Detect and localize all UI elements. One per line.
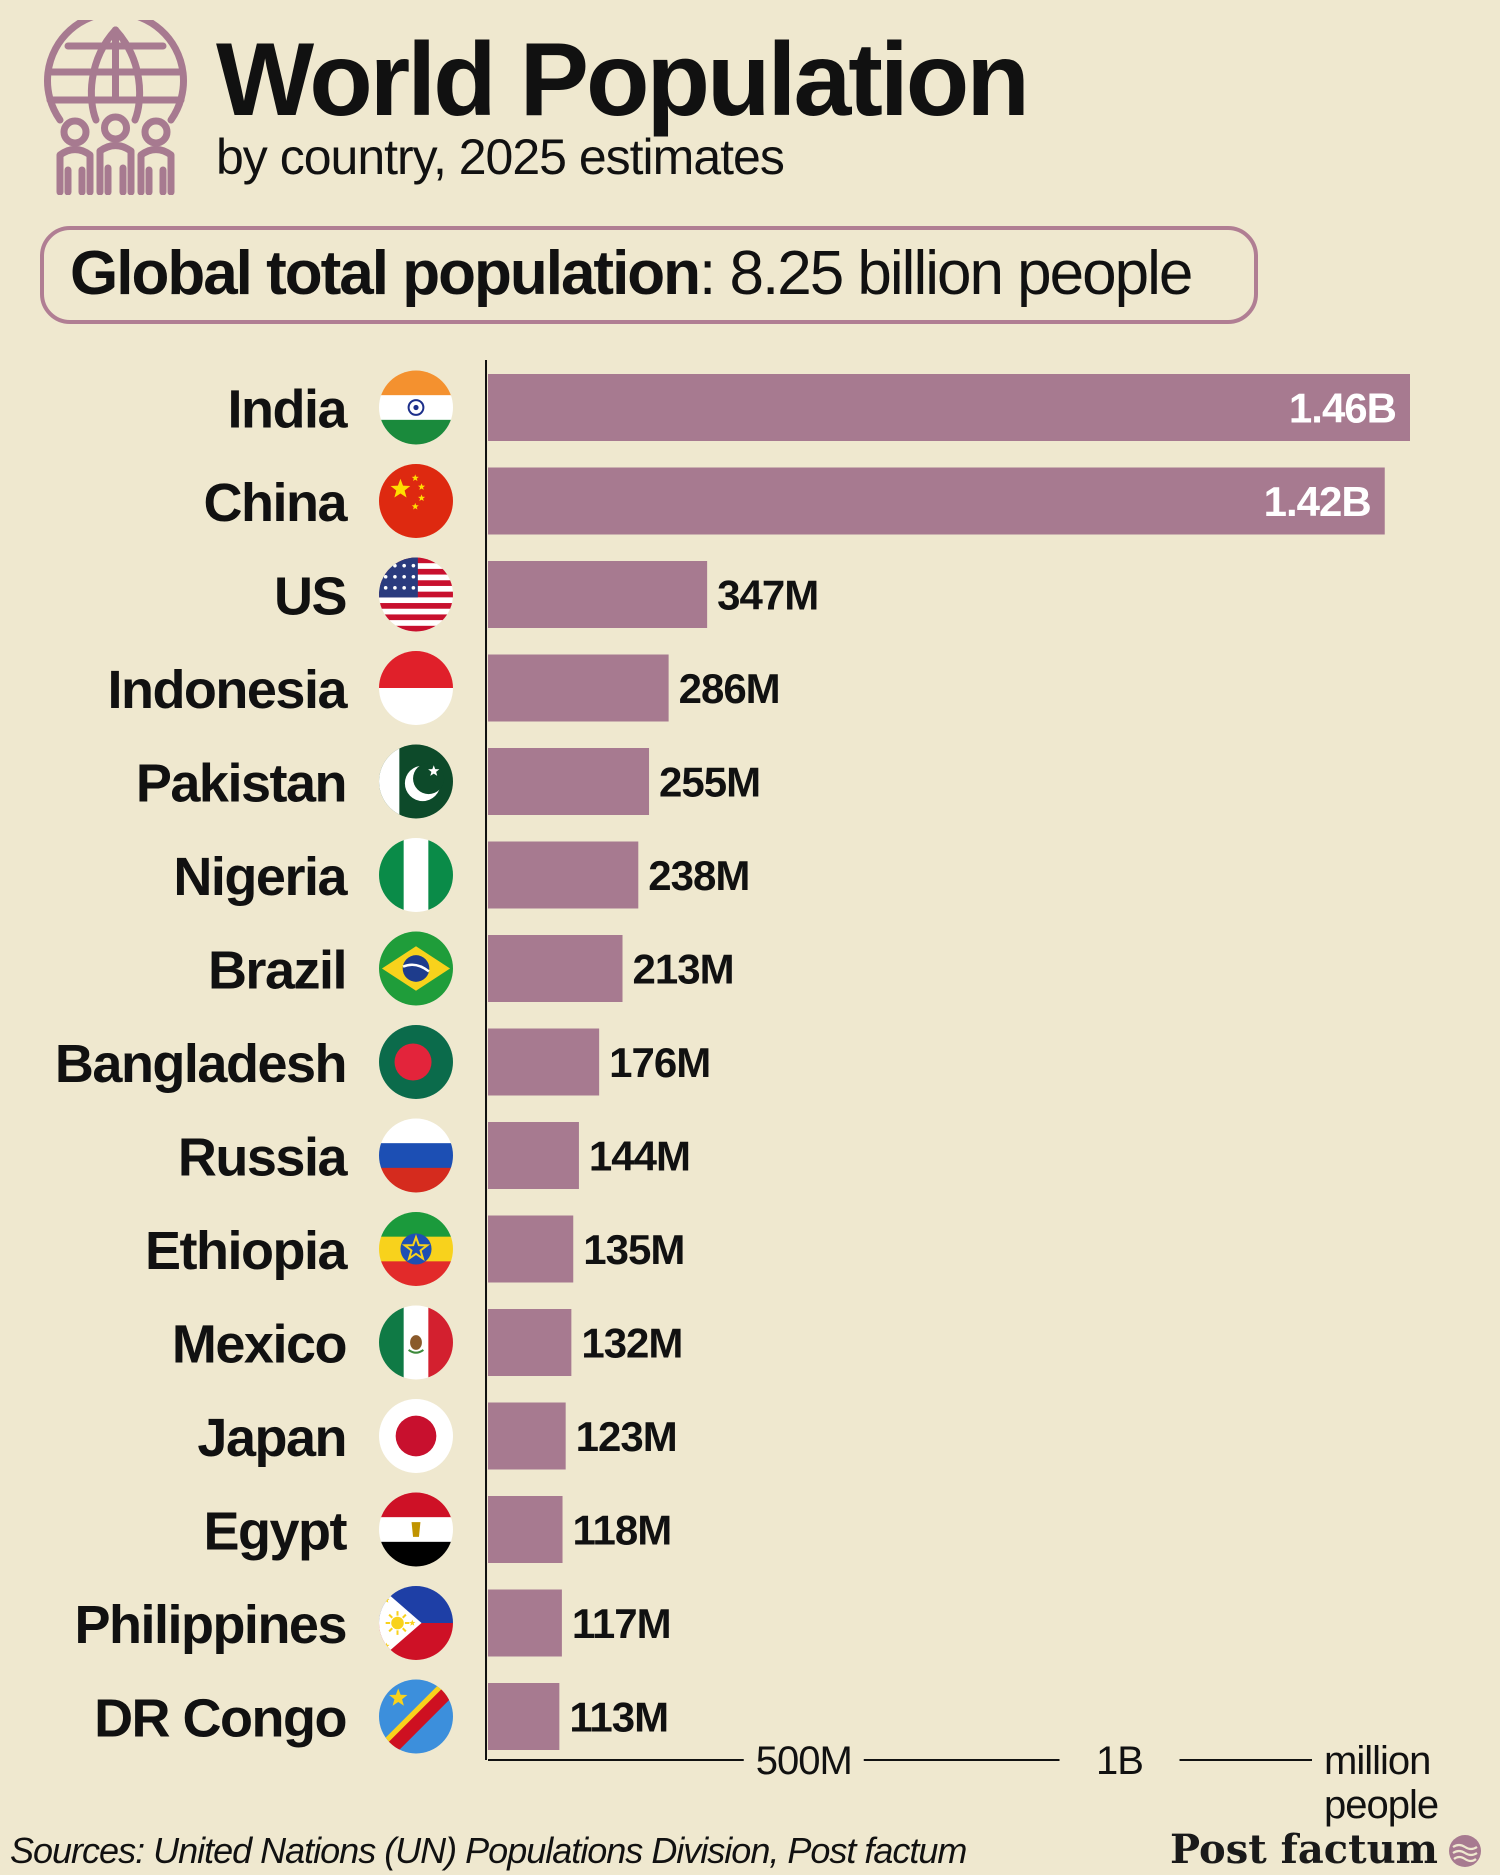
- x-tick-label: 1B: [1096, 1739, 1143, 1783]
- bar: [488, 1309, 572, 1376]
- bar: [488, 654, 669, 722]
- bangladesh-flag-icon: [379, 1025, 453, 1099]
- country-label: DR Congo: [94, 1689, 346, 1749]
- bar: [488, 374, 1410, 441]
- dr-congo-flag-icon: [379, 1679, 453, 1754]
- global-total-label: Global total population: [70, 239, 701, 308]
- header: World Population by country, 2025 estima…: [38, 20, 1458, 200]
- nigeria-flag-icon: [379, 838, 453, 912]
- value-label: 123M: [576, 1413, 677, 1460]
- bar: [488, 1122, 579, 1189]
- value-label: 176M: [609, 1039, 710, 1086]
- country-label: Pakistan: [136, 754, 346, 814]
- value-label: 255M: [659, 759, 760, 806]
- ethiopia-flag-icon: [379, 1212, 453, 1286]
- value-label: 113M: [569, 1694, 668, 1741]
- x-tick-label: 500M: [756, 1739, 852, 1783]
- x-axis-unit-label: people: [1324, 1783, 1438, 1827]
- value-label: 213M: [633, 946, 734, 993]
- japan-flag-icon: [379, 1399, 453, 1473]
- global-total-value: 8.25 billion people: [729, 239, 1194, 308]
- sources-note: Sources: United Nations (UN) Populations…: [10, 1830, 967, 1871]
- country-label: Philippines: [74, 1595, 346, 1655]
- page-subtitle: by country, 2025 estimates: [216, 129, 785, 185]
- bar: [488, 935, 623, 1002]
- country-label: Brazil: [208, 941, 346, 1001]
- bar: [488, 561, 708, 628]
- country-label: Mexico: [172, 1315, 346, 1375]
- mexico-flag-icon: [379, 1305, 453, 1380]
- country-label: Nigeria: [173, 847, 348, 907]
- bar: [488, 841, 639, 909]
- us-flag-icon: [379, 557, 453, 632]
- brazil-flag-icon: [379, 931, 453, 1006]
- globe-people-icon: [44, 20, 187, 195]
- x-axis-unit-label: million: [1324, 1739, 1430, 1783]
- philippines-flag-icon: [379, 1586, 453, 1660]
- value-label: 132M: [581, 1320, 682, 1367]
- page-title: World Population: [216, 22, 1030, 138]
- global-total-box: Global total population: 8.25 billion pe…: [40, 226, 1258, 324]
- bar: [488, 1215, 574, 1283]
- country-label: Indonesia: [107, 660, 348, 720]
- country-label: Bangladesh: [55, 1034, 346, 1094]
- value-label: 1.46B: [1289, 385, 1396, 432]
- country-label: Egypt: [203, 1502, 347, 1562]
- value-label: 238M: [648, 852, 749, 899]
- bar: [488, 1683, 560, 1750]
- russia-flag-icon: [379, 1118, 453, 1193]
- india-flag-icon: [379, 370, 453, 445]
- country-label: China: [203, 473, 348, 533]
- egypt-flag-icon: [379, 1492, 453, 1567]
- value-label: 347M: [717, 572, 818, 619]
- indonesia-flag-icon: [379, 651, 453, 725]
- value-label: 286M: [679, 665, 780, 712]
- value-label: 117M: [572, 1600, 671, 1647]
- country-label: India: [227, 380, 348, 440]
- global-total-separator: :: [699, 239, 716, 308]
- pakistan-flag-icon: [379, 744, 453, 819]
- country-label: Ethiopia: [145, 1221, 348, 1281]
- country-label: Japan: [197, 1408, 346, 1468]
- value-label: 118M: [573, 1507, 672, 1554]
- value-label: 135M: [583, 1226, 684, 1273]
- value-label: 1.42B: [1264, 478, 1371, 525]
- bar: [488, 1496, 563, 1563]
- value-label: 144M: [589, 1133, 690, 1180]
- bar: [488, 1402, 566, 1470]
- bar: [488, 467, 1385, 535]
- bar: [488, 1028, 600, 1096]
- china-flag-icon: [379, 464, 453, 538]
- brand-logo: Post factum: [1170, 1826, 1438, 1873]
- brand-wave-icon: [1449, 1835, 1481, 1867]
- bar: [488, 1589, 562, 1657]
- bar: [488, 748, 650, 815]
- country-label: Russia: [178, 1128, 349, 1188]
- country-label: US: [274, 567, 346, 627]
